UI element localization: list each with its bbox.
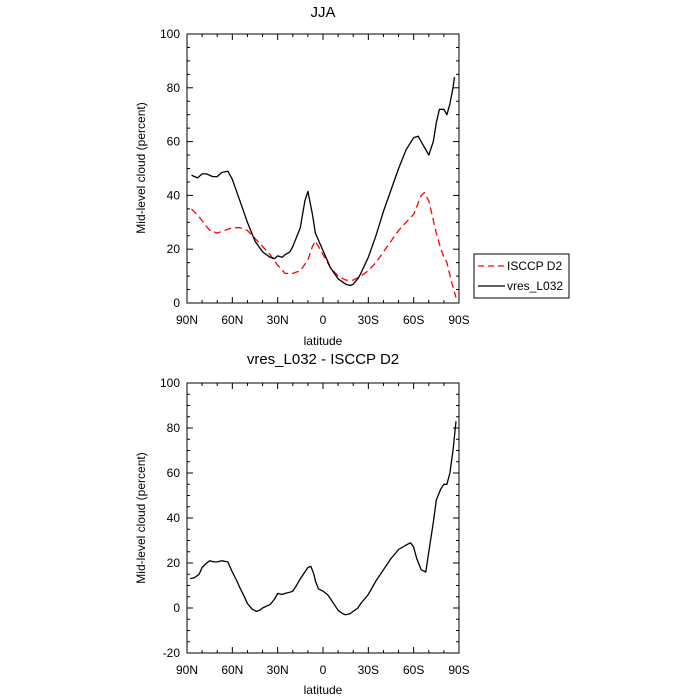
y-axis-label: Mid-level cloud (percent) bbox=[134, 102, 148, 233]
y-axis-label: Mid-level cloud (percent) bbox=[134, 452, 148, 583]
y-tick-label: 100 bbox=[160, 27, 180, 41]
x-tick-label: 60N bbox=[221, 663, 243, 677]
x-tick-label: 30S bbox=[358, 313, 379, 327]
chart-difference: vres_L032 - ISCCP D2 Mid-level cloud (pe… bbox=[134, 351, 470, 697]
series-line-isccp-d2 bbox=[191, 192, 457, 298]
series-line-difference bbox=[189, 421, 457, 616]
y-tick-label: -20 bbox=[163, 646, 181, 660]
x-tick-label: 30S bbox=[358, 663, 379, 677]
legend-label-vres-l032: vres_L032 bbox=[507, 279, 563, 293]
x-tick-label: 90N bbox=[176, 313, 198, 327]
chart-jja: JJA Mid-level cloud (percent) latitude 9… bbox=[134, 4, 570, 348]
x-tick-label: 0 bbox=[320, 313, 327, 327]
series-lines bbox=[191, 76, 457, 298]
x-axis-label: latitude bbox=[304, 683, 343, 697]
axis-ticks: 90N 60N 30N 0 30S 60S 90S 0 20 40 60 80 100 bbox=[160, 27, 470, 327]
plot-frame bbox=[186, 382, 460, 654]
chart-title: vres_L032 - ISCCP D2 bbox=[247, 351, 399, 368]
y-tick-label: 60 bbox=[167, 466, 181, 480]
legend-label-isccp-d2: ISCCP D2 bbox=[507, 259, 562, 273]
y-tick-label: 0 bbox=[173, 601, 180, 615]
y-tick-label: 80 bbox=[167, 81, 181, 95]
x-tick-label: 90N bbox=[176, 663, 198, 677]
x-axis-label: latitude bbox=[304, 334, 343, 348]
y-tick-label: 0 bbox=[173, 296, 180, 310]
chart-title: JJA bbox=[310, 4, 335, 21]
y-tick-label: 60 bbox=[167, 135, 181, 149]
y-tick-label: 80 bbox=[167, 421, 181, 435]
x-tick-label: 60S bbox=[403, 663, 424, 677]
axis-ticks: 90N 60N 30N 0 30S 60S 90S -20 0 20 40 60 80 100 bbox=[160, 376, 470, 677]
y-tick-label: 100 bbox=[160, 376, 180, 390]
x-tick-label: 90S bbox=[448, 663, 469, 677]
plot-frame bbox=[186, 33, 460, 304]
y-tick-label: 20 bbox=[167, 242, 181, 256]
y-tick-label: 20 bbox=[167, 556, 181, 570]
y-tick-label: 40 bbox=[167, 511, 181, 525]
legend-frame bbox=[473, 253, 570, 299]
series-line-vres-l032 bbox=[191, 76, 456, 287]
legend: ISCCP D2 vres_L032 bbox=[473, 253, 570, 299]
y-tick-label: 40 bbox=[167, 188, 181, 202]
x-tick-label: 30N bbox=[267, 663, 289, 677]
x-tick-label: 30N bbox=[267, 313, 289, 327]
x-tick-label: 60N bbox=[221, 313, 243, 327]
x-tick-label: 90S bbox=[448, 313, 469, 327]
series-lines bbox=[189, 421, 457, 616]
x-tick-label: 60S bbox=[403, 313, 424, 327]
x-tick-label: 0 bbox=[320, 663, 327, 677]
